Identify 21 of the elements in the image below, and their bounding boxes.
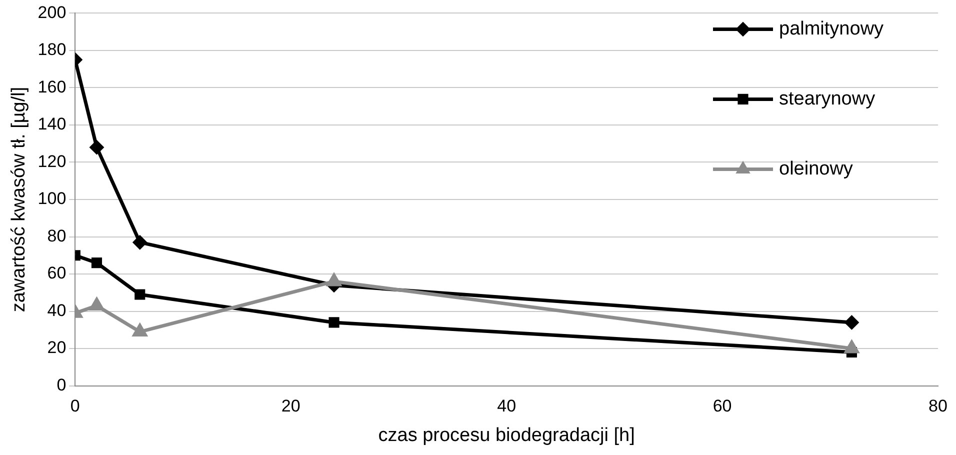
y-axis-title: zawartość kwasów tł. [µg/l] xyxy=(8,86,30,312)
y-tick-label: 80 xyxy=(47,226,66,246)
y-tick-label: 180 xyxy=(38,40,66,60)
x-axis-title: czas procesu biodegradacji [h] xyxy=(378,424,635,446)
x-tick-label: 80 xyxy=(928,396,948,416)
y-tick-label: 100 xyxy=(38,189,66,208)
x-tick-label: 40 xyxy=(497,396,516,416)
legend-label: oleinowy xyxy=(779,158,854,180)
y-tick-label: 200 xyxy=(38,2,66,22)
y-tick-label: 160 xyxy=(38,77,66,96)
legend-label: palmitynowy xyxy=(779,18,884,40)
y-tick-label: 40 xyxy=(47,300,66,320)
x-tick-label: 0 xyxy=(70,396,80,416)
y-tick-label: 120 xyxy=(38,152,66,171)
legend-label: stearynowy xyxy=(779,88,876,110)
x-tick-label: 20 xyxy=(281,396,300,416)
y-tick-label: 20 xyxy=(47,338,66,358)
y-tick-label: 140 xyxy=(38,114,66,134)
y-tick-label: 0 xyxy=(56,375,66,394)
y-tick-label: 60 xyxy=(47,264,66,283)
x-tick-label: 60 xyxy=(712,396,732,416)
